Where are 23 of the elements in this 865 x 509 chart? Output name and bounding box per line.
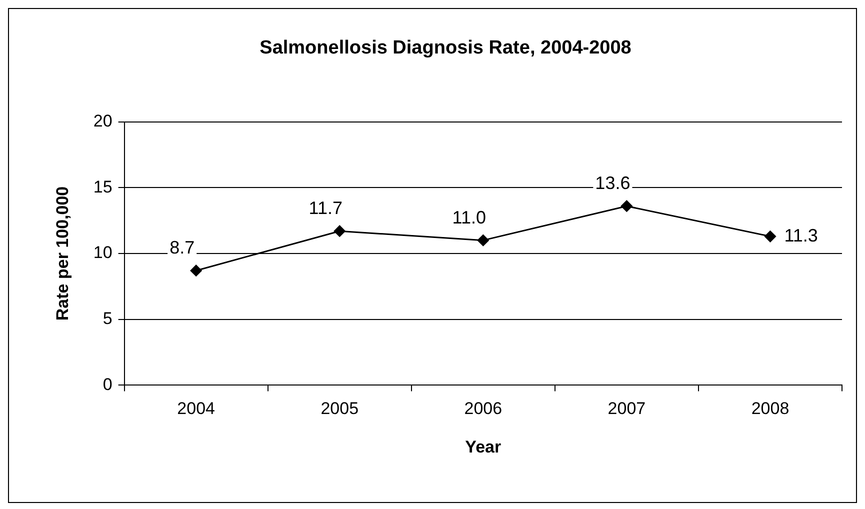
y-axis-title: Rate per 100,000 (52, 186, 72, 321)
y-tick-label: 10 (93, 243, 112, 262)
y-tick-label: 0 (102, 374, 112, 394)
point (334, 225, 346, 237)
chart-title: Salmonellosis Diagnosis Rate, 2004-2008 (260, 38, 632, 59)
x-tick-label: 2007 (608, 399, 646, 418)
data-label: 11.3 (784, 225, 818, 246)
point (764, 230, 776, 242)
data-label: 8.7 (170, 238, 195, 258)
data-label: 11.0 (452, 207, 486, 228)
point (477, 234, 489, 246)
x-tick-label: 2004 (177, 399, 215, 418)
x-tick-label: 2005 (320, 399, 359, 418)
x-tick-label: 2006 (464, 399, 502, 418)
x-axis-title: Year (465, 437, 502, 456)
point (190, 264, 202, 276)
data-label: 13.6 (595, 173, 630, 194)
point (620, 200, 632, 212)
data-label: 11.7 (308, 198, 342, 218)
x-tick-label: 2008 (751, 399, 790, 418)
y-tick-label: 5 (102, 309, 112, 328)
y-tick-label: 15 (93, 177, 112, 196)
y-tick-label: 20 (93, 111, 112, 130)
